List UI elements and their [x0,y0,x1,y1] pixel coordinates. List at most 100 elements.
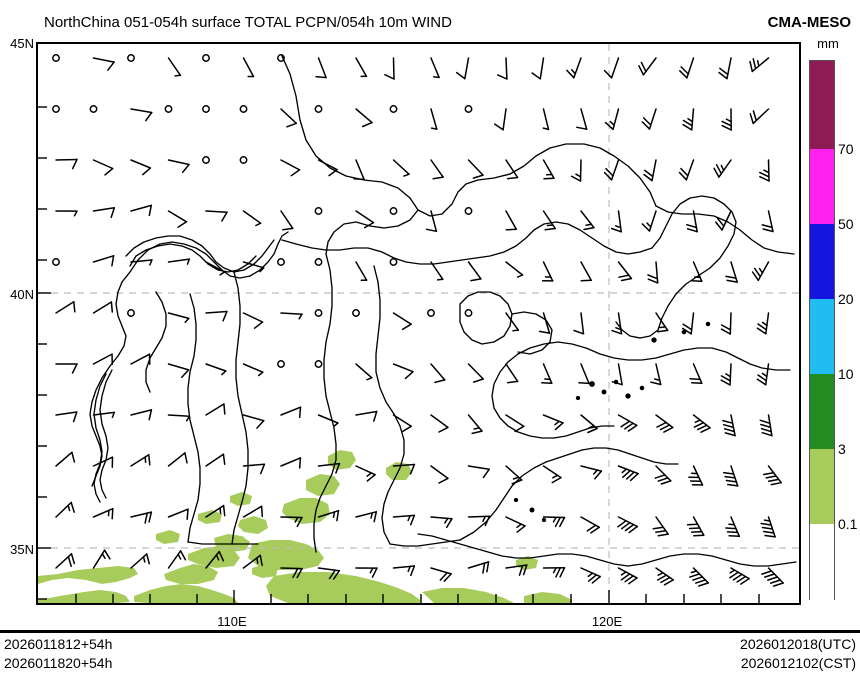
wind-barb-full [555,567,562,578]
wind-barb-shaft [573,57,582,79]
wind-barb-full [719,67,729,76]
wind-barb-full [484,515,491,527]
wind-barb-shaft [580,414,598,430]
wind-barb-layer [52,54,784,587]
wind-barb-shaft [542,159,555,179]
wind-barb-full [434,379,446,384]
wind-barb-shaft [542,312,551,334]
wind-barb-shaft [430,261,444,281]
wind-barb-full [641,223,651,232]
footer-divider [0,630,860,633]
wind-barb-full [404,370,414,380]
colorbar-band-1 [810,149,834,224]
colorbar-band-5 [810,449,834,524]
wind-barb-full [256,419,265,429]
wind-barb-full [657,477,669,482]
wind-barb-full [756,378,767,386]
wind-barb-full [765,475,777,479]
wind-barb-full [680,167,689,177]
wind-barb-half [570,69,576,75]
wind-barb-full [107,61,115,71]
wind-barb-shaft [617,210,622,233]
wind-barb-shaft [730,414,736,437]
wind-barb-full [700,427,711,433]
wind-barb-shaft [242,414,265,422]
wind-barb-full [749,113,754,125]
wind-barb-full [332,569,341,580]
wind-barb-full [71,158,78,170]
map-canvas[interactable] [36,42,801,605]
wind-barb-half [657,572,664,576]
wind-barb-shaft [505,414,525,428]
wind-barb-full [518,564,524,576]
wind-barb-half [763,169,770,174]
wind-barb-full [591,575,601,584]
wind-barb-full [103,549,111,560]
wind-barb-half [142,556,146,563]
wind-barb-shaft [167,159,190,166]
wind-barb-shaft [205,550,220,569]
wind-barb-shaft [655,363,662,386]
colorbar-unit-label: mm [817,36,839,51]
wind-barb-shaft [430,516,453,520]
wind-barb-full [603,69,613,79]
wind-barb-full [586,524,597,532]
wind-barb-shaft [392,57,395,80]
precipitation-colorbar[interactable] [809,60,835,601]
lat-label-40n: 40N [10,287,34,302]
colorbar-band-6 [810,524,834,601]
colorbar-band-2 [810,224,834,299]
wind-barb-full [715,164,723,175]
wind-barb-shaft [467,159,484,176]
wind-barb-shaft [505,57,508,80]
wind-barb-full [145,553,151,565]
wind-barb-full [620,521,631,530]
wind-barb-full [764,573,776,578]
wind-barb-shaft [130,204,153,212]
wind-barb-half [436,278,444,281]
wind-barb-full [713,167,720,178]
wind-barb-full [690,279,703,283]
wind-barb-shaft [167,550,182,569]
wind-barb-calm [239,105,248,113]
wind-barb-shaft [505,363,519,383]
wind-barb-full [559,567,566,578]
wind-barb-shaft [692,261,703,283]
wind-barb-shaft [655,567,675,581]
wind-barb-full [772,582,784,587]
wind-barb-shaft [355,210,375,224]
wind-barb-full [689,573,701,578]
wind-barb-full [505,228,518,231]
wind-barb-full [749,60,754,73]
wind-barb-full [511,479,523,485]
wind-barb-shaft [392,363,414,373]
wind-barb-full [71,451,76,463]
wind-barb-half [174,74,182,77]
wind-barb-full [656,421,667,428]
wind-barb-half [725,118,732,123]
wind-barb-full [506,380,519,384]
wind-barb-full [761,224,773,229]
wind-barb-full [570,175,582,182]
wind-barb-full [363,221,375,229]
colorbar-tick-50: 50 [838,216,854,232]
wind-barb-shaft [280,516,303,519]
valid-time-utc: 2026012018(UTC) [740,636,856,652]
wind-barb-full [757,374,768,382]
wind-barb-full [554,422,564,431]
wind-barb-full [353,177,365,181]
wind-barb-full [590,526,601,534]
wind-barb-full [482,468,490,479]
wind-barb-full [296,516,303,528]
wind-barb-full [104,167,114,176]
wind-barb-full [759,419,771,425]
wind-barb-full [722,419,734,424]
wind-barb-calm [202,105,210,113]
wind-barb-full [725,527,737,530]
wind-barb-full [142,167,152,176]
wind-barb-shaft [280,567,303,570]
wind-barb-half [552,567,557,574]
wind-barb-full [72,411,78,423]
wind-barb-shaft [130,409,153,416]
wind-barb-full [759,171,770,178]
